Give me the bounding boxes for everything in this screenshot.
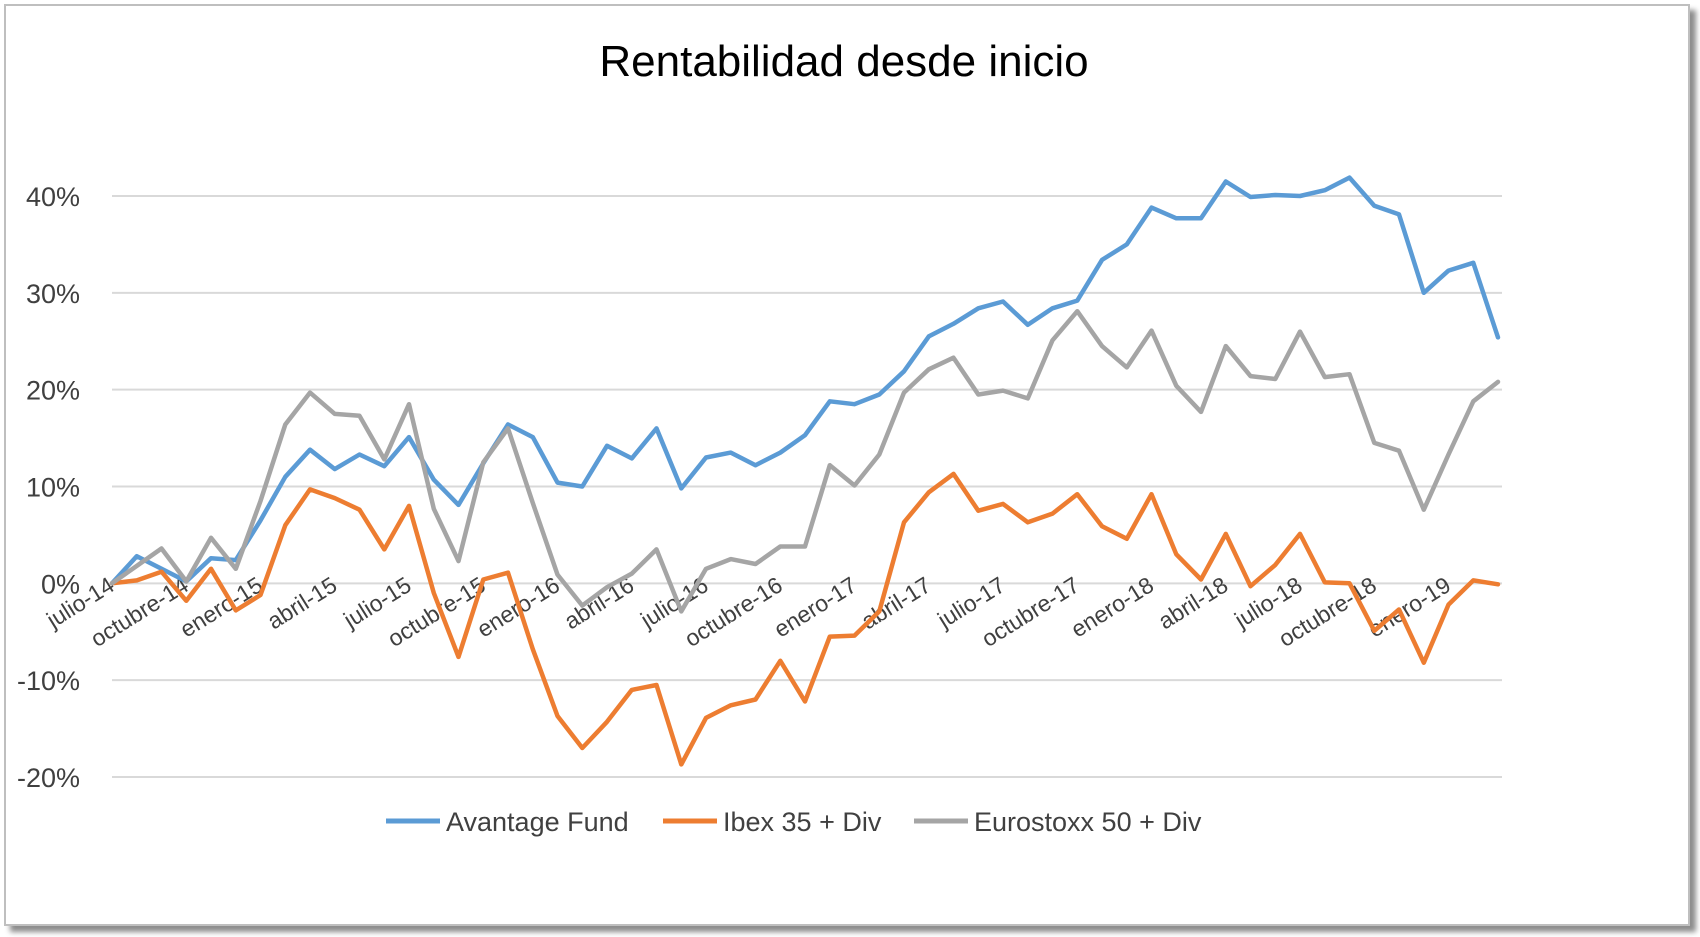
gridlines <box>112 195 1502 778</box>
legend-label: Ibex 35 + Div <box>723 807 882 837</box>
legend: Avantage Fund Ibex 35 + Div Eurostoxx 50 +… <box>386 807 1202 837</box>
line-chart: Rentabilidad desde inicio 40% 30% 20% 10% 0%… <box>17 37 1502 837</box>
y-tick-label: 0% <box>41 569 80 599</box>
chart-frame: Rentabilidad desde inicio 40% 30% 20% 10% 0%… <box>4 4 1690 926</box>
plot-area <box>109 175 1501 767</box>
legend-item: Avantage Fund <box>386 807 629 837</box>
series-line-2 <box>109 471 1501 767</box>
y-tick-label: -20% <box>17 763 80 793</box>
legend-label: Eurostoxx 50 + Div <box>974 807 1202 837</box>
series-line-1 <box>109 175 1501 586</box>
x-tick-label: enero-18 <box>1066 572 1158 643</box>
chart-title: Rentabilidad desde inicio <box>599 37 1088 86</box>
legend-item: Eurostoxx 50 + Div <box>914 807 1202 837</box>
legend-label: Avantage Fund <box>446 807 629 837</box>
y-tick-label: 40% <box>26 182 80 212</box>
x-tick-label: abril-15 <box>263 572 342 635</box>
legend-item: Ibex 35 + Div <box>663 807 882 837</box>
y-axis: 40% 30% 20% 10% 0% -10% -20% <box>17 182 80 793</box>
y-tick-label: -10% <box>17 666 80 696</box>
y-tick-label: 10% <box>26 473 80 503</box>
y-tick-label: 20% <box>26 376 80 406</box>
y-tick-label: 30% <box>26 279 80 309</box>
series-line-3 <box>109 308 1501 614</box>
x-tick-label: abril-16 <box>560 572 639 635</box>
x-tick-label: enero-17 <box>769 572 861 643</box>
x-tick-label: abril-18 <box>1154 572 1233 635</box>
